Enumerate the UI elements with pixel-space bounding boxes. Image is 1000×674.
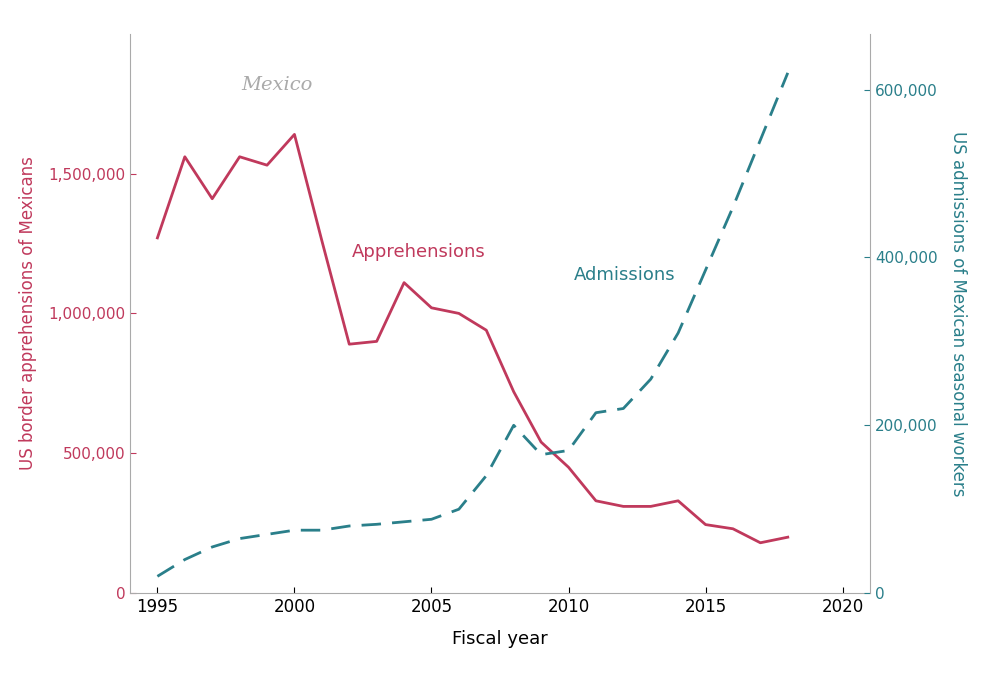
- Y-axis label: US admissions of Mexican seasonal workers: US admissions of Mexican seasonal worker…: [949, 131, 967, 496]
- Text: Apprehensions: Apprehensions: [352, 243, 486, 262]
- Text: Mexico: Mexico: [241, 75, 312, 94]
- Y-axis label: US border apprehensions of Mexicans: US border apprehensions of Mexicans: [19, 156, 37, 470]
- Text: Admissions: Admissions: [574, 266, 676, 284]
- X-axis label: Fiscal year: Fiscal year: [452, 630, 548, 648]
